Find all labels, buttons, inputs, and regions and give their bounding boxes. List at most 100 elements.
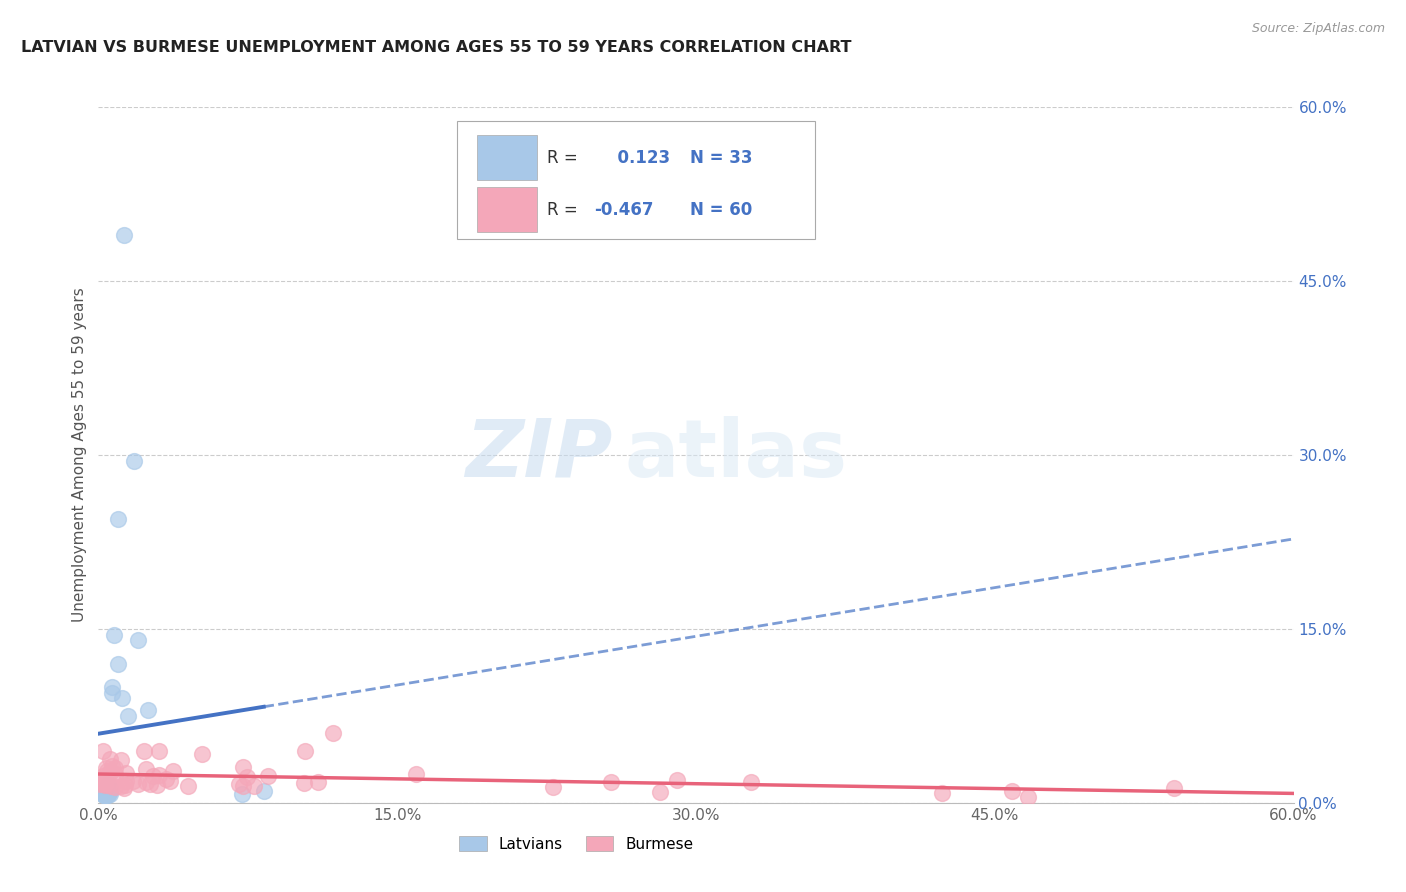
Point bbox=[135, 774, 157, 789]
Point bbox=[112, 227, 135, 242]
Point bbox=[1000, 784, 1022, 798]
Text: 0.123: 0.123 bbox=[606, 149, 671, 167]
Point bbox=[114, 779, 136, 793]
Point bbox=[101, 680, 124, 694]
Text: R =: R = bbox=[547, 201, 578, 219]
Point bbox=[177, 779, 200, 793]
Point bbox=[96, 788, 118, 802]
Point bbox=[148, 768, 170, 782]
Point bbox=[100, 759, 122, 773]
Point bbox=[97, 788, 120, 802]
Point bbox=[138, 777, 160, 791]
Point bbox=[191, 747, 214, 761]
Point bbox=[292, 776, 315, 790]
Point bbox=[231, 787, 253, 801]
Point bbox=[103, 628, 125, 642]
Point bbox=[665, 772, 688, 787]
Point bbox=[115, 765, 138, 780]
Point bbox=[96, 787, 118, 801]
Point bbox=[148, 744, 170, 758]
Point bbox=[97, 784, 120, 798]
Point bbox=[112, 780, 135, 795]
Point bbox=[89, 772, 111, 787]
Point bbox=[94, 776, 117, 790]
Point bbox=[111, 691, 134, 706]
Point bbox=[648, 785, 671, 799]
Point bbox=[322, 726, 344, 740]
FancyBboxPatch shape bbox=[477, 135, 537, 180]
Point bbox=[100, 779, 122, 793]
Point bbox=[132, 744, 155, 758]
Point bbox=[242, 779, 264, 793]
Point bbox=[115, 774, 138, 789]
Point bbox=[162, 764, 184, 778]
Text: LATVIAN VS BURMESE UNEMPLOYMENT AMONG AGES 55 TO 59 YEARS CORRELATION CHART: LATVIAN VS BURMESE UNEMPLOYMENT AMONG AG… bbox=[21, 40, 852, 55]
Point bbox=[228, 776, 250, 790]
Text: N = 33: N = 33 bbox=[690, 149, 752, 167]
Point bbox=[98, 787, 122, 801]
Point bbox=[96, 781, 118, 796]
Text: N = 60: N = 60 bbox=[690, 201, 752, 219]
Point bbox=[127, 777, 149, 791]
Point bbox=[136, 703, 159, 717]
Point bbox=[96, 788, 118, 802]
Point bbox=[97, 778, 120, 793]
Point bbox=[1017, 790, 1039, 805]
Point bbox=[89, 774, 111, 789]
Point bbox=[98, 781, 122, 796]
Point bbox=[97, 781, 120, 796]
Point bbox=[101, 685, 124, 699]
Point bbox=[104, 767, 127, 781]
Point bbox=[127, 633, 149, 648]
Point bbox=[94, 778, 117, 792]
Point bbox=[541, 780, 564, 795]
Point bbox=[122, 774, 145, 789]
Point bbox=[110, 753, 132, 767]
Point bbox=[96, 761, 118, 775]
Point bbox=[107, 511, 129, 525]
Point bbox=[93, 777, 115, 791]
Point bbox=[124, 453, 146, 467]
Point bbox=[91, 744, 114, 758]
Point bbox=[93, 788, 115, 802]
Point bbox=[107, 657, 129, 671]
Point bbox=[96, 785, 118, 799]
Point bbox=[146, 779, 169, 793]
Point bbox=[294, 744, 316, 758]
Point bbox=[96, 784, 118, 798]
Point bbox=[104, 780, 127, 794]
Point bbox=[1163, 781, 1185, 796]
Point bbox=[117, 708, 139, 723]
Point bbox=[91, 769, 114, 783]
Point bbox=[98, 752, 121, 766]
Point bbox=[103, 761, 125, 775]
Point bbox=[142, 769, 165, 783]
Point bbox=[155, 772, 177, 787]
Point bbox=[159, 773, 181, 788]
Point bbox=[93, 788, 115, 802]
Text: ZIP: ZIP bbox=[465, 416, 613, 494]
Point bbox=[600, 774, 623, 789]
FancyBboxPatch shape bbox=[477, 187, 537, 232]
Point bbox=[98, 777, 121, 791]
Point bbox=[740, 775, 762, 789]
Point bbox=[89, 777, 111, 791]
Point bbox=[110, 779, 132, 793]
Point bbox=[100, 764, 122, 779]
Text: -0.467: -0.467 bbox=[595, 201, 654, 219]
Text: atlas: atlas bbox=[624, 416, 848, 494]
FancyBboxPatch shape bbox=[457, 121, 815, 239]
Text: Source: ZipAtlas.com: Source: ZipAtlas.com bbox=[1251, 22, 1385, 36]
Point bbox=[97, 766, 120, 780]
Text: R =: R = bbox=[547, 149, 578, 167]
Point bbox=[232, 760, 254, 774]
Point bbox=[236, 771, 259, 785]
Point bbox=[93, 787, 115, 801]
Point bbox=[96, 764, 118, 778]
Point bbox=[405, 767, 427, 781]
Point bbox=[93, 787, 115, 801]
Point bbox=[98, 784, 122, 798]
Point bbox=[135, 762, 157, 776]
Point bbox=[253, 784, 276, 798]
Point bbox=[307, 774, 329, 789]
